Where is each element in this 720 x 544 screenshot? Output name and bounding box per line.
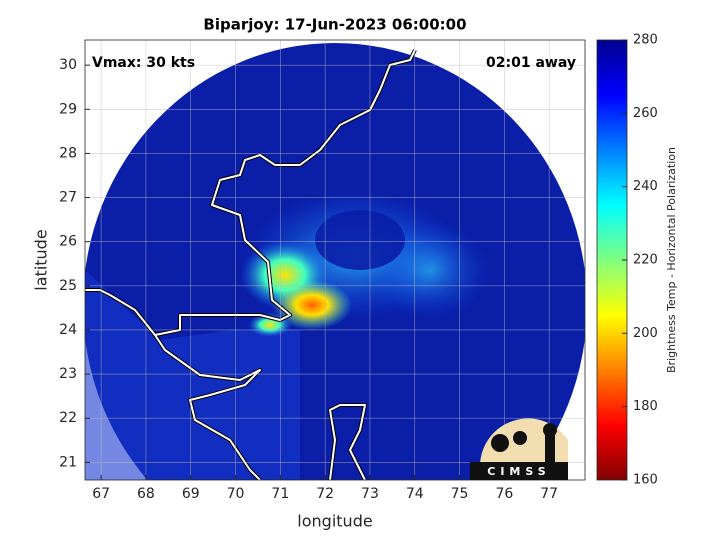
convection: [272, 280, 352, 330]
annotation: 02:01 away: [486, 55, 576, 71]
y-tick-label: 27: [59, 190, 77, 206]
y-tick-label: 24: [59, 322, 77, 338]
colorbar-tick-label: 180: [633, 399, 658, 414]
land: [85, 270, 300, 480]
colorbar-tick-label: 220: [633, 253, 658, 268]
y-tick-label: 23: [59, 366, 77, 382]
logo-text: CIMSS: [487, 465, 550, 478]
y-tick-label: 30: [59, 57, 77, 73]
y-tick-label: 29: [59, 101, 77, 117]
y-tick-label: 21: [59, 454, 77, 470]
eye: [315, 210, 405, 270]
chart-title: Biparjoy: 17-Jun-2023 06:00:00: [203, 16, 466, 34]
x-tick-label: 72: [316, 486, 334, 502]
x-axis-label: longitude: [297, 512, 372, 531]
annotation: Vmax: 30 kts: [92, 55, 195, 71]
x-tick-label: 74: [406, 486, 424, 502]
axes-frame: [84, 39, 586, 481]
y-tick-label: 22: [59, 410, 77, 426]
x-tick-label: 67: [92, 486, 110, 502]
x-tick-label: 69: [182, 486, 200, 502]
colorbar-tick-label: 240: [633, 179, 658, 194]
x-tick-label: 73: [361, 486, 379, 502]
y-tick-label: 25: [59, 278, 77, 294]
colorbar-tick-label: 260: [633, 106, 658, 121]
x-tick-label: 75: [451, 486, 469, 502]
y-axis-label: latitude: [32, 229, 51, 290]
x-tick-label: 77: [540, 486, 558, 502]
colorbar-label: Brightness Temp - Horizontal Polarizatio…: [665, 147, 678, 373]
y-tick-label: 28: [59, 145, 77, 161]
colorbar-tick-label: 160: [633, 473, 658, 488]
x-tick-label: 76: [495, 486, 513, 502]
y-tick-label: 26: [59, 234, 77, 250]
imagery: [85, 43, 585, 480]
x-tick-label: 68: [137, 486, 155, 502]
x-tick-label: 70: [227, 486, 245, 502]
coastline: [85, 49, 417, 480]
colorbar-tick-label: 280: [633, 33, 658, 48]
x-tick-label: 71: [271, 486, 289, 502]
logo: CIMSS: [470, 418, 568, 480]
colorbar-tick-label: 200: [633, 326, 658, 341]
